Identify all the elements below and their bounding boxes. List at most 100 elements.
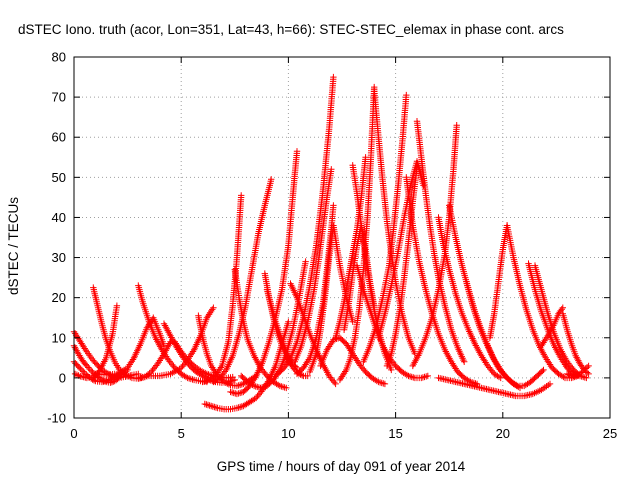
data-point bbox=[127, 373, 134, 381]
data-point bbox=[90, 377, 98, 384]
data-point bbox=[210, 304, 217, 311]
series-arc-33 bbox=[375, 158, 427, 341]
data-point bbox=[575, 357, 582, 364]
data-point bbox=[198, 368, 206, 375]
data-point bbox=[330, 202, 337, 209]
data-point bbox=[221, 368, 229, 375]
x-tick-label: 10 bbox=[281, 426, 295, 441]
data-point bbox=[573, 372, 581, 379]
data-point bbox=[75, 364, 83, 371]
data-point bbox=[373, 377, 380, 385]
data-point bbox=[74, 333, 81, 340]
data-point bbox=[80, 368, 87, 375]
data-point bbox=[480, 356, 487, 363]
series-arc-35 bbox=[403, 174, 481, 388]
data-point bbox=[113, 302, 121, 309]
data-point bbox=[424, 372, 431, 380]
data-point bbox=[330, 73, 337, 81]
data-point bbox=[78, 340, 85, 347]
data-point bbox=[293, 148, 301, 155]
data-point bbox=[342, 368, 349, 375]
data-point bbox=[202, 369, 209, 377]
y-tick-label: 70 bbox=[52, 90, 66, 105]
data-point bbox=[283, 384, 290, 392]
x-tick-label: 20 bbox=[496, 426, 510, 441]
x-tick-label: 25 bbox=[603, 426, 617, 441]
data-point bbox=[235, 382, 242, 389]
data-point bbox=[285, 318, 292, 325]
data-point bbox=[494, 372, 501, 380]
series-arc-37 bbox=[409, 122, 460, 370]
data-point bbox=[108, 375, 115, 382]
data-point bbox=[197, 367, 204, 374]
data-point bbox=[337, 375, 345, 382]
x-tick-label: 15 bbox=[388, 426, 402, 441]
data-point bbox=[86, 365, 93, 373]
data-point bbox=[88, 367, 95, 374]
series-arc-22 bbox=[291, 166, 335, 365]
data-point bbox=[217, 364, 225, 371]
series-arc-34 bbox=[383, 164, 421, 370]
data-point bbox=[146, 370, 153, 377]
data-point bbox=[546, 380, 554, 388]
series-arc-08 bbox=[135, 304, 217, 382]
data-point bbox=[78, 366, 86, 374]
data-point bbox=[290, 362, 298, 369]
data-point bbox=[208, 307, 215, 315]
y-tick-label: 50 bbox=[52, 170, 66, 185]
data-point bbox=[298, 372, 306, 379]
data-point bbox=[238, 389, 245, 396]
data-point bbox=[304, 372, 311, 380]
data-point bbox=[85, 364, 92, 371]
data-point bbox=[419, 374, 427, 381]
data-point bbox=[302, 258, 309, 265]
y-tick-label: 80 bbox=[52, 50, 66, 65]
x-tick-label: 0 bbox=[70, 426, 77, 441]
series-arc-25 bbox=[317, 334, 389, 388]
data-point bbox=[74, 349, 81, 356]
series-arc-40 bbox=[463, 278, 547, 390]
data-point bbox=[451, 363, 458, 371]
data-point bbox=[157, 355, 164, 362]
data-point bbox=[153, 362, 160, 369]
data-point bbox=[284, 359, 291, 366]
data-point bbox=[275, 381, 282, 389]
data-point bbox=[125, 373, 132, 380]
data-point bbox=[544, 358, 551, 365]
data-point bbox=[579, 368, 586, 375]
data-point bbox=[381, 380, 389, 388]
data-point bbox=[182, 373, 190, 381]
data-point bbox=[563, 358, 571, 365]
data-point bbox=[225, 381, 233, 388]
y-axis-label: dSTEC / TECUs bbox=[6, 197, 21, 295]
data-point bbox=[220, 378, 228, 386]
data-point bbox=[81, 369, 88, 377]
data-point bbox=[413, 164, 421, 171]
data-point bbox=[224, 380, 231, 387]
data-point bbox=[585, 362, 592, 370]
y-tick-label: 60 bbox=[52, 130, 66, 145]
y-tick-label: 10 bbox=[52, 330, 66, 345]
data-layer bbox=[70, 73, 592, 413]
data-point bbox=[423, 373, 430, 380]
data-point bbox=[271, 375, 278, 382]
data-point bbox=[83, 362, 91, 370]
series-arc-38 bbox=[435, 214, 504, 382]
y-tick-label: -10 bbox=[47, 411, 66, 426]
data-point bbox=[214, 369, 221, 376]
data-point bbox=[566, 372, 574, 379]
data-point bbox=[208, 362, 215, 370]
data-point bbox=[268, 176, 275, 183]
series-arc-42 bbox=[486, 222, 511, 341]
data-point bbox=[293, 364, 301, 372]
data-point bbox=[160, 350, 168, 357]
y-tick-label: 20 bbox=[52, 290, 66, 305]
y-tick-label: 30 bbox=[52, 250, 66, 265]
series-arc-10 bbox=[171, 338, 236, 382]
series-arc-31 bbox=[360, 91, 410, 365]
x-tick-label: 5 bbox=[178, 426, 185, 441]
data-point bbox=[222, 379, 229, 386]
data-point bbox=[539, 367, 546, 375]
